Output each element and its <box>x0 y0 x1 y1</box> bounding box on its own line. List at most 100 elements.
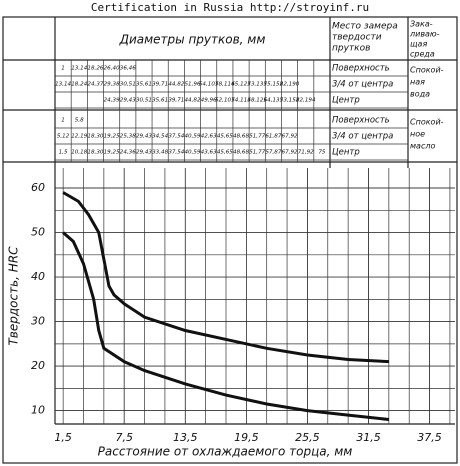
table-cell: 40,59 <box>184 150 200 156</box>
curve <box>62 231 390 422</box>
x-tick-label: 7,5 <box>115 431 133 444</box>
table-cell: 1,5 <box>59 150 68 156</box>
table-cell: 35,61 <box>152 98 168 104</box>
table-cell: 39,71 <box>168 98 184 104</box>
x-tick-label: 13,5 <box>173 431 198 444</box>
table-cell: 48,68 <box>233 150 249 156</box>
y-tick-label: 40 <box>31 270 45 283</box>
table-cell: 13,14 <box>71 66 87 72</box>
table-cell: 64,135 <box>264 98 284 104</box>
table-cell: 18,26 <box>87 66 103 72</box>
place-header: твердости <box>332 33 382 43</box>
table-cell: 44,82 <box>184 98 200 104</box>
table-cell: 42,63 <box>201 134 217 140</box>
table-cell: 58,125 <box>247 98 267 104</box>
table-cell: 43,63 <box>201 150 217 156</box>
table-cell: 25,38 <box>120 134 136 140</box>
table-cell: 51,77 <box>249 150 265 156</box>
table-cell: 18,30 <box>87 134 103 140</box>
table-cell: 5,12 <box>57 134 70 140</box>
medium: Спокой- <box>410 66 444 75</box>
table-cell: 52,107 <box>215 98 235 104</box>
table-cell: 29,43 <box>136 150 152 156</box>
table-cell: 49,96 <box>201 98 217 104</box>
medium-header: среда <box>410 50 435 59</box>
table-cell: 19,25 <box>104 134 120 140</box>
table-cell: 44,82 <box>168 82 184 88</box>
y-tick-label: 60 <box>31 181 45 194</box>
medium: ное <box>410 130 425 139</box>
table-cell: 34,54 <box>152 134 168 140</box>
medium: Спокой- <box>410 118 444 127</box>
table-cell: 18,24 <box>71 82 87 88</box>
table-cell: 29,43 <box>120 98 136 104</box>
table-cell: 29,43 <box>136 134 152 140</box>
row-label: 3/4 от центра <box>332 132 393 142</box>
table-cell: 29,38 <box>104 82 120 88</box>
frame <box>2 16 458 464</box>
table-cell: 65,125 <box>231 82 251 88</box>
row-label: Центр <box>332 148 360 158</box>
table-cell: 51,96 <box>184 82 200 88</box>
table-cell: 67,92 <box>282 134 298 140</box>
x-tick-label: 1,5 <box>54 431 72 444</box>
row-label: 3/4 от центра <box>332 80 393 90</box>
table-cell: 48,68 <box>233 134 249 140</box>
y-tick-label: 10 <box>31 404 45 417</box>
x-tick-label: 25,5 <box>295 431 320 444</box>
row-label: Поверхность <box>332 64 390 74</box>
y-tick-label: 30 <box>31 315 45 328</box>
table-cell: 45,65 <box>217 134 233 140</box>
table-cell: 61,87 <box>265 134 281 140</box>
table-cell: 1 <box>61 118 65 124</box>
table-cell: 37,54 <box>168 150 184 156</box>
table-cell: 30,51 <box>120 82 136 88</box>
table-cell: 5,8 <box>75 118 84 124</box>
table-cell: 36,46 <box>120 66 136 72</box>
table-cell: 18,30 <box>87 150 103 156</box>
x-tick-label: 31,5 <box>356 431 381 444</box>
row-label: Центр <box>332 96 360 106</box>
y-tick-label: 20 <box>31 359 45 372</box>
table-cell: 24,39 <box>104 98 120 104</box>
medium-header: щая <box>410 40 427 49</box>
medium: вода <box>410 90 430 99</box>
table-cell: 1 <box>61 66 65 72</box>
table-cell: 57,87 <box>265 150 281 156</box>
table-cell: 24,36 <box>120 150 136 156</box>
medium: масло <box>410 142 435 151</box>
curve <box>62 191 389 364</box>
table-cell: 26,40 <box>104 66 120 72</box>
table-cell: 71,92 <box>298 150 314 156</box>
table-cell: 54,107 <box>199 82 219 88</box>
row-label: Поверхность <box>332 116 390 126</box>
table-cell: 73,152 <box>280 98 300 104</box>
table-cell: 30,51 <box>136 98 152 104</box>
x-tick-label: 37,5 <box>417 431 442 444</box>
table-cell: 24,37 <box>87 82 103 88</box>
x-label: Расстояние от охлаждаемого торца, мм <box>98 445 353 459</box>
diameters-title: Диаметры прутков, мм <box>119 33 266 47</box>
place-header: Место замера <box>332 22 398 32</box>
table-cell: 13,14 <box>55 82 71 88</box>
medium-header: Зака- <box>410 20 433 29</box>
medium-header: ливаю- <box>409 30 440 39</box>
y-label: Твердость, HRC <box>7 246 21 346</box>
y-tick-label: 50 <box>31 226 45 239</box>
table-cell: 82,190 <box>280 82 300 88</box>
table-cell: 10,18 <box>71 150 87 156</box>
table-cell: 12,19 <box>71 134 87 140</box>
table-cell: 82,194 <box>296 98 316 104</box>
table-cell: 40,59 <box>184 134 200 140</box>
table-cell: 75,152 <box>264 82 284 88</box>
table-cell: 45,65 <box>217 150 233 156</box>
medium: ная <box>410 78 425 87</box>
table-cell: 73,135 <box>247 82 267 88</box>
table-cell: 58,114 <box>215 82 235 88</box>
table-cell: 19,25 <box>104 150 120 156</box>
table-cell: 51,77 <box>249 134 265 140</box>
table-cell: 33,48 <box>152 150 168 156</box>
table-cell: 39,71 <box>152 82 168 88</box>
x-tick-label: 19,5 <box>234 431 259 444</box>
